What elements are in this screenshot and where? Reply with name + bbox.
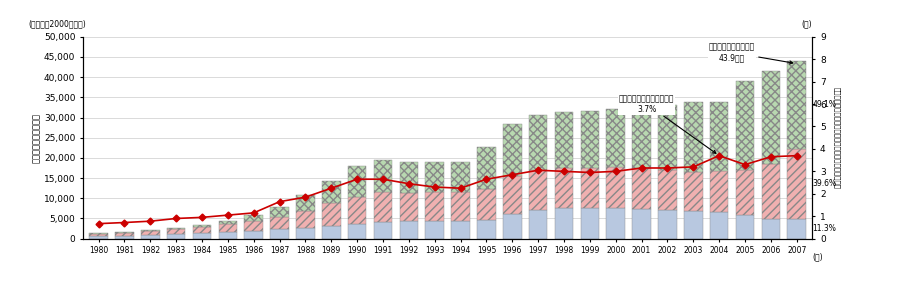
Bar xyxy=(555,112,573,168)
Bar xyxy=(90,234,108,236)
Bar xyxy=(632,209,651,239)
Bar xyxy=(736,170,754,215)
Bar xyxy=(374,160,392,192)
Bar xyxy=(141,231,160,235)
Bar xyxy=(710,212,728,239)
Text: (十億円、2000年価格): (十億円、2000年価格) xyxy=(29,20,86,29)
Bar xyxy=(296,196,315,211)
Bar xyxy=(761,71,780,164)
Bar xyxy=(658,211,677,239)
Bar xyxy=(736,215,754,239)
Text: 39.6%: 39.6% xyxy=(812,179,836,188)
Bar xyxy=(606,167,625,208)
Bar xyxy=(503,177,521,214)
Bar xyxy=(761,164,780,219)
Bar xyxy=(529,170,547,210)
Y-axis label: 情報通信資本ストック: 情報通信資本ストック xyxy=(32,113,42,163)
Bar xyxy=(270,217,289,230)
Bar xyxy=(658,105,677,170)
Bar xyxy=(555,208,573,239)
Bar xyxy=(632,105,651,168)
Bar xyxy=(245,221,263,231)
Bar xyxy=(141,230,160,231)
Bar xyxy=(115,236,134,239)
Bar xyxy=(684,211,702,239)
Bar xyxy=(529,210,547,239)
Bar xyxy=(477,189,496,220)
Bar xyxy=(606,208,625,239)
Bar xyxy=(193,225,211,227)
Bar xyxy=(787,219,806,239)
Bar xyxy=(193,233,211,239)
Bar xyxy=(787,149,806,219)
Bar xyxy=(115,232,134,233)
Bar xyxy=(426,162,444,192)
Text: 11.3%: 11.3% xyxy=(812,224,836,233)
Bar xyxy=(451,162,470,192)
Bar xyxy=(426,192,444,221)
Bar xyxy=(296,211,315,228)
Bar xyxy=(710,102,728,171)
Bar xyxy=(322,226,341,239)
Bar xyxy=(270,207,289,217)
Bar xyxy=(90,233,108,234)
Bar xyxy=(451,192,470,221)
Bar xyxy=(477,220,496,239)
Bar xyxy=(348,197,366,224)
Bar xyxy=(477,147,496,189)
Bar xyxy=(219,232,237,239)
Bar xyxy=(787,61,806,149)
Text: 情報通信資本ストック
43.9兆円: 情報通信資本ストック 43.9兆円 xyxy=(709,43,793,64)
Text: (年): (年) xyxy=(812,253,823,262)
Bar xyxy=(426,221,444,239)
Bar xyxy=(632,168,651,209)
Text: (％): (％) xyxy=(801,20,812,29)
Bar xyxy=(503,214,521,239)
Bar xyxy=(90,236,108,239)
Bar xyxy=(374,222,392,239)
Bar xyxy=(581,208,599,239)
Bar xyxy=(219,221,237,224)
Y-axis label: 民間資本ストックに占める情報通信資本ストック比率: 民間資本ストックに占める情報通信資本ストック比率 xyxy=(834,87,841,189)
Bar xyxy=(400,193,418,221)
Bar xyxy=(555,168,573,208)
Bar xyxy=(529,115,547,170)
Bar xyxy=(322,203,341,226)
Bar xyxy=(400,221,418,239)
Text: 49.1%: 49.1% xyxy=(812,100,836,109)
Bar xyxy=(400,162,418,193)
Bar xyxy=(245,215,263,221)
Bar xyxy=(167,229,186,234)
Bar xyxy=(296,228,315,239)
Bar xyxy=(167,234,186,239)
Bar xyxy=(684,172,702,211)
Bar xyxy=(141,235,160,239)
Bar xyxy=(581,168,599,208)
Bar xyxy=(348,224,366,239)
Bar xyxy=(710,171,728,212)
Bar xyxy=(736,81,754,170)
Bar xyxy=(503,124,521,177)
Bar xyxy=(167,228,186,229)
Bar xyxy=(193,227,211,233)
Bar xyxy=(374,192,392,222)
Bar xyxy=(761,219,780,239)
Bar xyxy=(348,166,366,197)
Bar xyxy=(270,230,289,239)
Bar xyxy=(322,181,341,203)
Bar xyxy=(451,221,470,239)
Bar xyxy=(684,102,702,172)
Bar xyxy=(115,233,134,236)
Bar xyxy=(219,224,237,232)
Bar xyxy=(245,231,263,239)
Text: 情報通信資本ストック比率
3.7%: 情報通信資本ストック比率 3.7% xyxy=(619,94,716,153)
Bar xyxy=(658,170,677,211)
Bar xyxy=(606,109,625,167)
Bar xyxy=(581,111,599,168)
